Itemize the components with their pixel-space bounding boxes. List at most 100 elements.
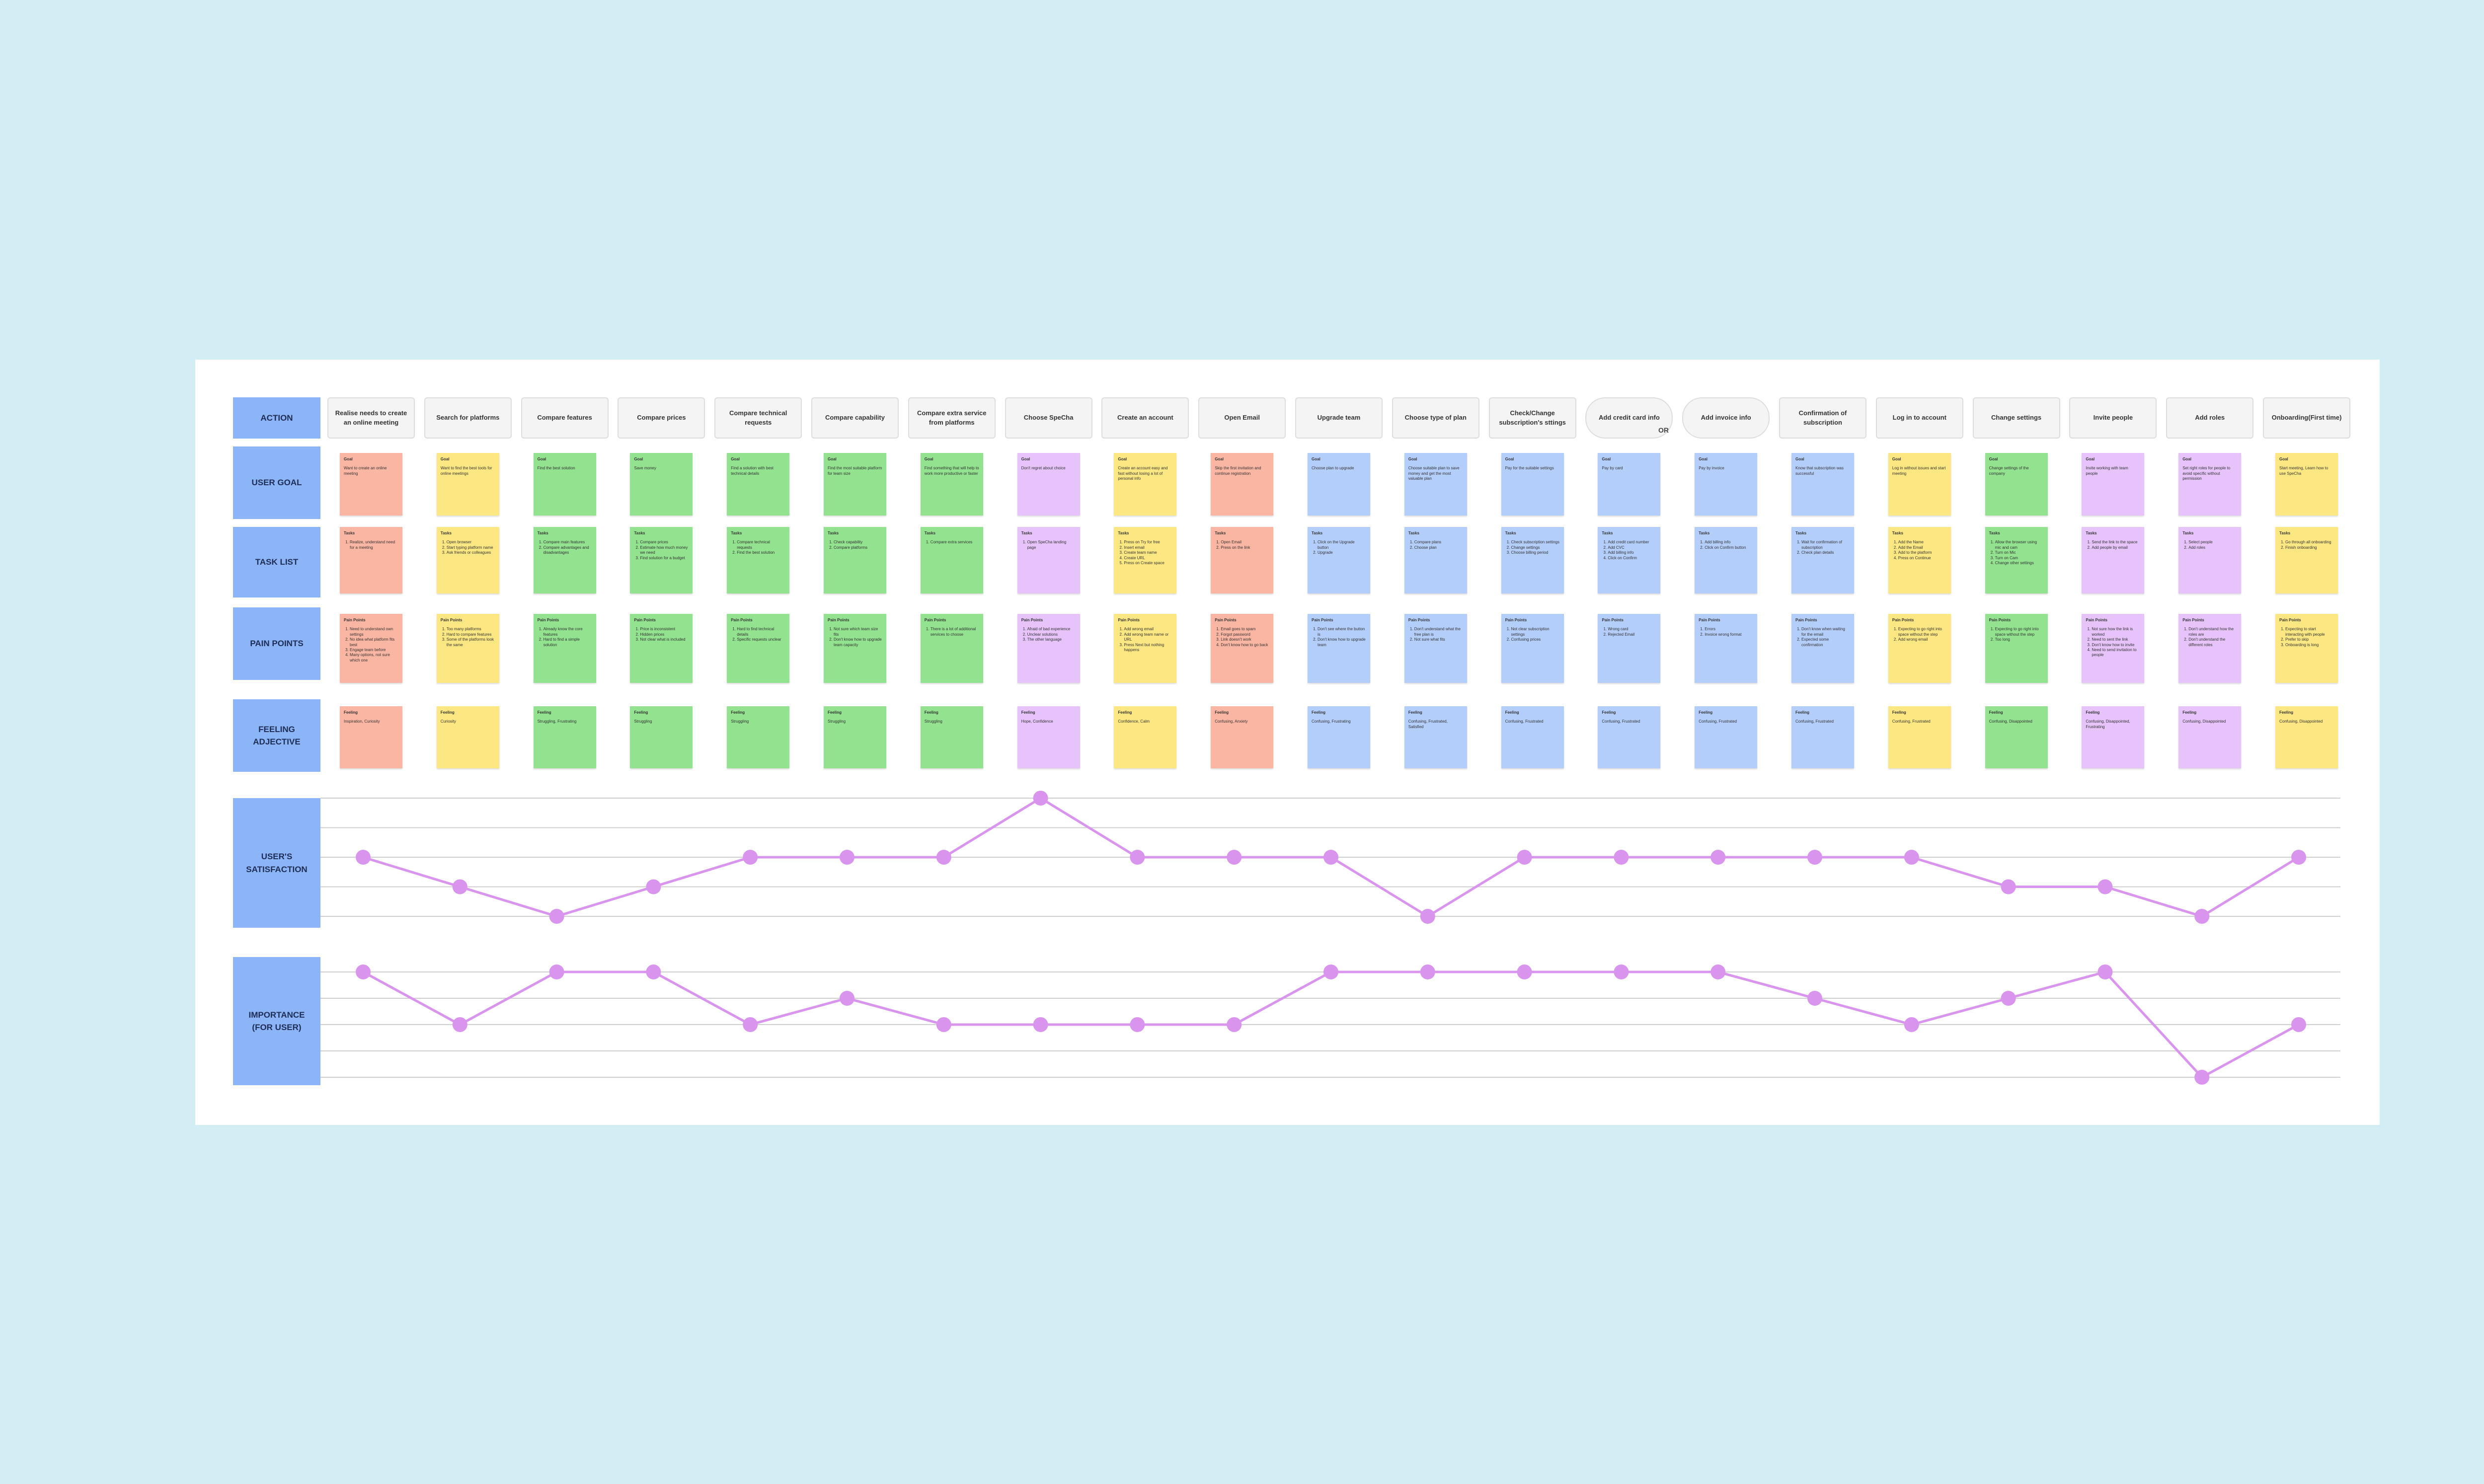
action-header: Compare technical requests — [714, 397, 802, 439]
item: Go through all onboarding — [2285, 540, 2334, 545]
sticky-header: Tasks — [1795, 531, 1807, 535]
item: Press on Try for free — [1124, 540, 1172, 545]
action-header: Invite people — [2069, 397, 2157, 439]
item: Not sure which team size fits — [834, 627, 882, 637]
sticky-text: Create an account easy and fast without … — [1118, 466, 1168, 481]
journey-point — [1807, 991, 1822, 1006]
journey-point — [2001, 991, 2016, 1006]
action-header: Add credit card info — [1585, 397, 1673, 439]
action-header: Change settings — [1972, 397, 2060, 439]
journey-point — [646, 879, 661, 894]
or-label: OR — [1658, 426, 1669, 434]
item-list: Don't see where the button isDon't know … — [1312, 627, 1366, 648]
item: Expecting to go right into space without… — [1898, 627, 1947, 637]
item-list: Compare main featuresCompare advantages … — [538, 540, 592, 555]
sticky-note: Pain Points Not clear subscription settin… — [1501, 614, 1564, 683]
sticky-note: Feeling Confusing, Disappointed — [2275, 706, 2338, 768]
journey-point — [840, 850, 854, 865]
row-label: PAIN POINTS — [233, 607, 320, 680]
item-list: Don't understand how the roles areDon't … — [2182, 627, 2237, 648]
sticky-note: Feeling Confusing, Disappointed — [2178, 706, 2242, 768]
sticky-note: Goal Want to create an online meeting — [340, 453, 402, 516]
sticky-note: Goal Log in without issues and start meet… — [1888, 453, 1951, 516]
sticky-note: Feeling Struggling, Frustrating — [533, 706, 596, 768]
journey-point — [1227, 1017, 1242, 1032]
action-header: Choose SpeCha — [1005, 397, 1092, 439]
action-header: Compare features — [521, 397, 609, 439]
row-label: USER GOAL — [233, 446, 320, 519]
item: Many options, not sure which one — [350, 653, 398, 663]
sticky-note: Pain Points Expecting to go right into sp… — [1888, 614, 1951, 683]
sticky-header: Feeling — [1892, 710, 1906, 715]
sticky-note: Feeling Confusing, Frustrated — [1888, 706, 1951, 768]
item: Find solution for a budget — [640, 556, 689, 561]
sticky-text: Find the most suitable platform for team… — [828, 466, 882, 476]
sticky-note: Pain Points ErrorsInvoice wrong format — [1695, 614, 1758, 683]
sticky-note: Pain Points Too many platformsHard to com… — [436, 614, 499, 683]
sticky-header: Feeling — [1602, 710, 1616, 715]
sticky-header: Pain Points — [440, 618, 463, 622]
sticky-header: Pain Points — [634, 618, 656, 622]
item: Wait for confirmation of subscription — [1801, 540, 1850, 550]
sticky-text: Confidence, Calm — [1118, 719, 1150, 724]
sticky-text: Set right roles for people to avoid spec… — [2182, 466, 2231, 481]
sticky-note: Pain Points Expecting to go right into sp… — [1985, 614, 2048, 683]
sticky-header: Feeling — [440, 710, 455, 715]
sticky-text: Confusing, Frustrated — [1892, 719, 1931, 724]
sticky-note: Feeling Confusing, Frustrated — [1501, 706, 1564, 768]
sticky-header: Tasks — [828, 531, 839, 535]
item: Check plan details — [1801, 550, 1850, 555]
sticky-text: Don't regret about choice — [1021, 466, 1066, 471]
sticky-text: Curiosity — [440, 719, 456, 724]
item: Press on the link — [1221, 545, 1269, 550]
sticky-header: Feeling — [344, 710, 358, 715]
sticky-note: Feeling Struggling — [824, 706, 886, 768]
sticky-text: Confusing, Frustrated, Satisfied — [1408, 719, 1448, 729]
sticky-note: Feeling Confusing, Disappointed, Frustrat… — [2082, 706, 2145, 768]
item-list: Allow the browser using mic and camTurn … — [1989, 540, 2044, 566]
item: Don't know how to upgrade team — [1318, 637, 1366, 648]
row-label: USER'S SATISFACTION — [233, 798, 320, 928]
sticky-note: Goal Choose suitable plan to save money a… — [1404, 453, 1467, 516]
sticky-header: Goal — [344, 457, 353, 461]
sticky-text: Confusing, Frustrating — [1312, 719, 1351, 724]
item: Add people by email — [2092, 545, 2140, 550]
sticky-note: Tasks Check capabilityCompare platforms — [824, 527, 886, 594]
item: Add wrong email — [1898, 637, 1947, 642]
item: Onboarding is long — [2285, 643, 2334, 648]
sticky-note: Tasks Open browserStart typing platform n… — [436, 527, 499, 594]
item: Add billing info — [1608, 550, 1656, 555]
row-label: IMPORTANCE (FOR USER) — [233, 957, 320, 1085]
item: Open SpeCha landing page — [1027, 540, 1076, 550]
sticky-note: Pain Points Already know the core feature… — [533, 614, 596, 683]
sticky-note: Pain Points There is a lot of additional … — [920, 614, 983, 683]
item-list: Expecting to go right into space without… — [1989, 627, 2044, 642]
item: Don't understand how the roles are — [2188, 627, 2237, 637]
sticky-note: Goal Find the most suitable platform for … — [824, 453, 886, 516]
action-header: Confirmation of subscription — [1779, 397, 1866, 439]
sticky-header: Feeling — [1795, 710, 1810, 715]
action-header: Create an account — [1101, 397, 1189, 439]
sticky-header: Tasks — [1118, 531, 1129, 535]
journey-point — [1130, 1017, 1145, 1032]
sticky-note: Tasks Open EmailPress on the link — [1211, 527, 1274, 594]
sticky-note: Goal Pay for the suitable settings — [1501, 453, 1564, 516]
item: Hard to compare features — [447, 632, 495, 637]
sticky-header: Goal — [1505, 457, 1514, 461]
item: Add roles — [2188, 545, 2237, 550]
sticky-header: Pain Points — [1118, 618, 1140, 622]
sticky-header: Pain Points — [1989, 618, 2011, 622]
item: Email goes to spam — [1221, 627, 1269, 632]
sticky-header: Tasks — [1215, 531, 1226, 535]
journey-point — [743, 1017, 758, 1032]
sticky-header: Tasks — [1312, 531, 1323, 535]
sticky-header: Tasks — [440, 531, 452, 535]
sticky-note: Tasks Compare technical requestsFind the … — [727, 527, 790, 594]
journey-point — [1420, 965, 1435, 979]
sticky-header: Pain Points — [1602, 618, 1624, 622]
sticky-note: Tasks Compare extra services — [920, 527, 983, 594]
sticky-header: Feeling — [1021, 710, 1035, 715]
sticky-header: Pain Points — [2279, 618, 2301, 622]
journey-point — [646, 965, 661, 979]
journey-point — [1033, 791, 1048, 806]
